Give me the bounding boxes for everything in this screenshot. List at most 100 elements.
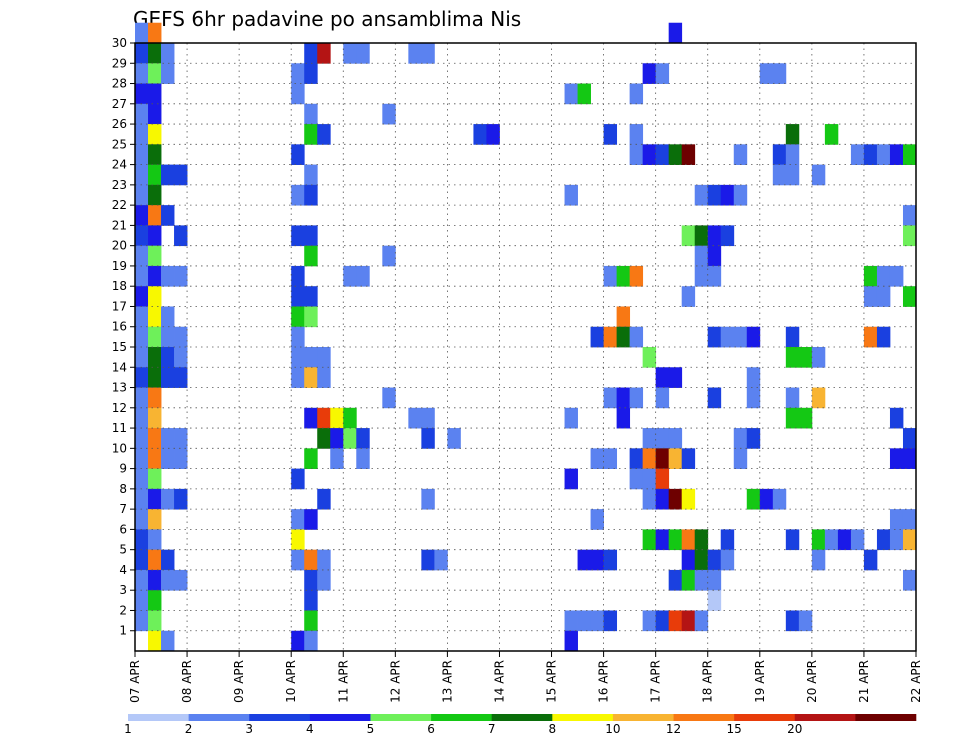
heatmap-cell xyxy=(135,529,149,551)
heatmap-cell xyxy=(902,205,917,226)
heatmap-cell xyxy=(759,488,774,510)
heatmap-cell xyxy=(863,144,878,165)
heatmap-cell xyxy=(902,225,917,247)
heatmap-cell xyxy=(304,610,318,632)
heatmap-cell xyxy=(720,549,735,571)
y-tick-label: 6 xyxy=(119,522,127,536)
heatmap-cell xyxy=(291,549,305,571)
x-tick-label: 11 APR xyxy=(336,660,350,703)
heatmap-cell xyxy=(291,83,305,105)
heatmap-cell xyxy=(148,124,162,145)
heatmap-cell xyxy=(603,448,618,469)
heatmap-cell xyxy=(317,488,331,510)
heatmap-cell xyxy=(161,306,175,328)
colorbar-swatch xyxy=(188,714,250,721)
heatmap-cell xyxy=(889,144,904,165)
heatmap-cell xyxy=(148,549,162,571)
heatmap-cell xyxy=(616,265,631,287)
heatmap-cell xyxy=(343,43,357,64)
heatmap-cell xyxy=(343,265,357,287)
colorbar-label: 7 xyxy=(488,722,496,736)
heatmap-cell xyxy=(135,569,149,591)
heatmap-cell xyxy=(720,326,735,348)
heatmap-cell xyxy=(135,144,149,165)
heatmap-cell xyxy=(148,610,162,632)
heatmap-cell xyxy=(642,468,657,490)
x-tick-label: 08 APR xyxy=(180,660,194,703)
heatmap-cell xyxy=(161,569,175,591)
heatmap-cell xyxy=(707,265,722,287)
heatmap-cell xyxy=(733,428,748,449)
heatmap-cell xyxy=(148,63,162,84)
y-tick-label: 25 xyxy=(112,137,127,151)
colorbar: 1 2 3 4 5 6 7 8 10 12 15 20 xyxy=(124,714,917,736)
colorbar-label: 4 xyxy=(306,722,314,736)
heatmap-cell xyxy=(668,610,683,632)
heatmap-cell xyxy=(161,630,175,652)
heatmap-cell xyxy=(668,448,683,469)
heatmap-cell xyxy=(148,184,162,206)
heatmap-cell xyxy=(291,529,305,551)
heatmap-cell xyxy=(304,569,318,591)
y-tick-label: 2 xyxy=(119,603,127,617)
heatmap-cell xyxy=(681,569,696,591)
heatmap-cell xyxy=(356,43,370,64)
x-tick-label: 16 APR xyxy=(597,660,611,703)
heatmap-cell xyxy=(135,83,149,105)
heatmap-cell xyxy=(681,225,696,247)
heatmap-cell xyxy=(148,22,162,44)
heatmap-cell xyxy=(746,367,761,388)
heatmap-cell xyxy=(135,63,149,84)
heatmap-cell xyxy=(798,407,813,429)
heatmap-cell xyxy=(863,286,878,307)
heatmap-cell xyxy=(720,225,735,247)
heatmap-cell xyxy=(642,347,657,368)
heatmap-cell xyxy=(707,569,722,591)
heatmap-cell xyxy=(642,488,657,510)
heatmap-cell xyxy=(148,509,162,530)
y-tick-label: 14 xyxy=(112,360,127,374)
colorbar-swatch xyxy=(249,714,311,721)
heatmap-cell xyxy=(694,184,709,206)
heatmap-cell xyxy=(759,63,774,84)
heatmap-cell xyxy=(681,286,696,307)
x-tick-label: 14 APR xyxy=(492,660,506,703)
y-tick-label: 28 xyxy=(112,77,127,91)
heatmap-cell xyxy=(707,326,722,348)
heatmap-cell xyxy=(317,347,331,368)
heatmap-cell xyxy=(161,164,175,186)
heatmap-cell xyxy=(304,164,318,186)
heatmap-cell xyxy=(161,428,175,449)
heatmap-cell xyxy=(291,225,305,247)
heatmap-cell xyxy=(148,245,162,267)
heatmap-cell xyxy=(291,286,305,307)
heatmap-cell xyxy=(421,407,435,429)
heatmap-cell xyxy=(161,448,175,469)
heatmap-cell xyxy=(902,286,917,307)
heatmap-cell xyxy=(785,326,800,348)
heatmap-cell xyxy=(304,245,318,267)
y-tick-label: 7 xyxy=(119,502,127,516)
heatmap-cell xyxy=(291,630,305,652)
heatmap-cell xyxy=(148,448,162,469)
heatmap-cell xyxy=(148,103,162,125)
heatmap-cell xyxy=(174,428,188,449)
x-tick-label: 19 APR xyxy=(753,660,767,703)
colorbar-swatch xyxy=(552,714,614,721)
heatmap-cell xyxy=(148,144,162,165)
heatmap-cell xyxy=(304,407,318,429)
heatmap-cell xyxy=(382,103,396,125)
heatmap-cell xyxy=(616,387,631,409)
heatmap-cell xyxy=(174,347,188,368)
heatmap-cell xyxy=(707,184,722,206)
heatmap-cell xyxy=(135,265,149,287)
heatmap-cell xyxy=(863,326,878,348)
heatmap-cell xyxy=(655,428,670,449)
heatmap-cell xyxy=(837,529,852,551)
heatmap-cell xyxy=(876,265,891,287)
heatmap-cell xyxy=(135,184,149,206)
y-tick-label: 10 xyxy=(112,441,127,455)
heatmap-cell xyxy=(655,448,670,469)
heatmap-cell xyxy=(161,347,175,368)
heatmap-cell xyxy=(564,407,578,429)
